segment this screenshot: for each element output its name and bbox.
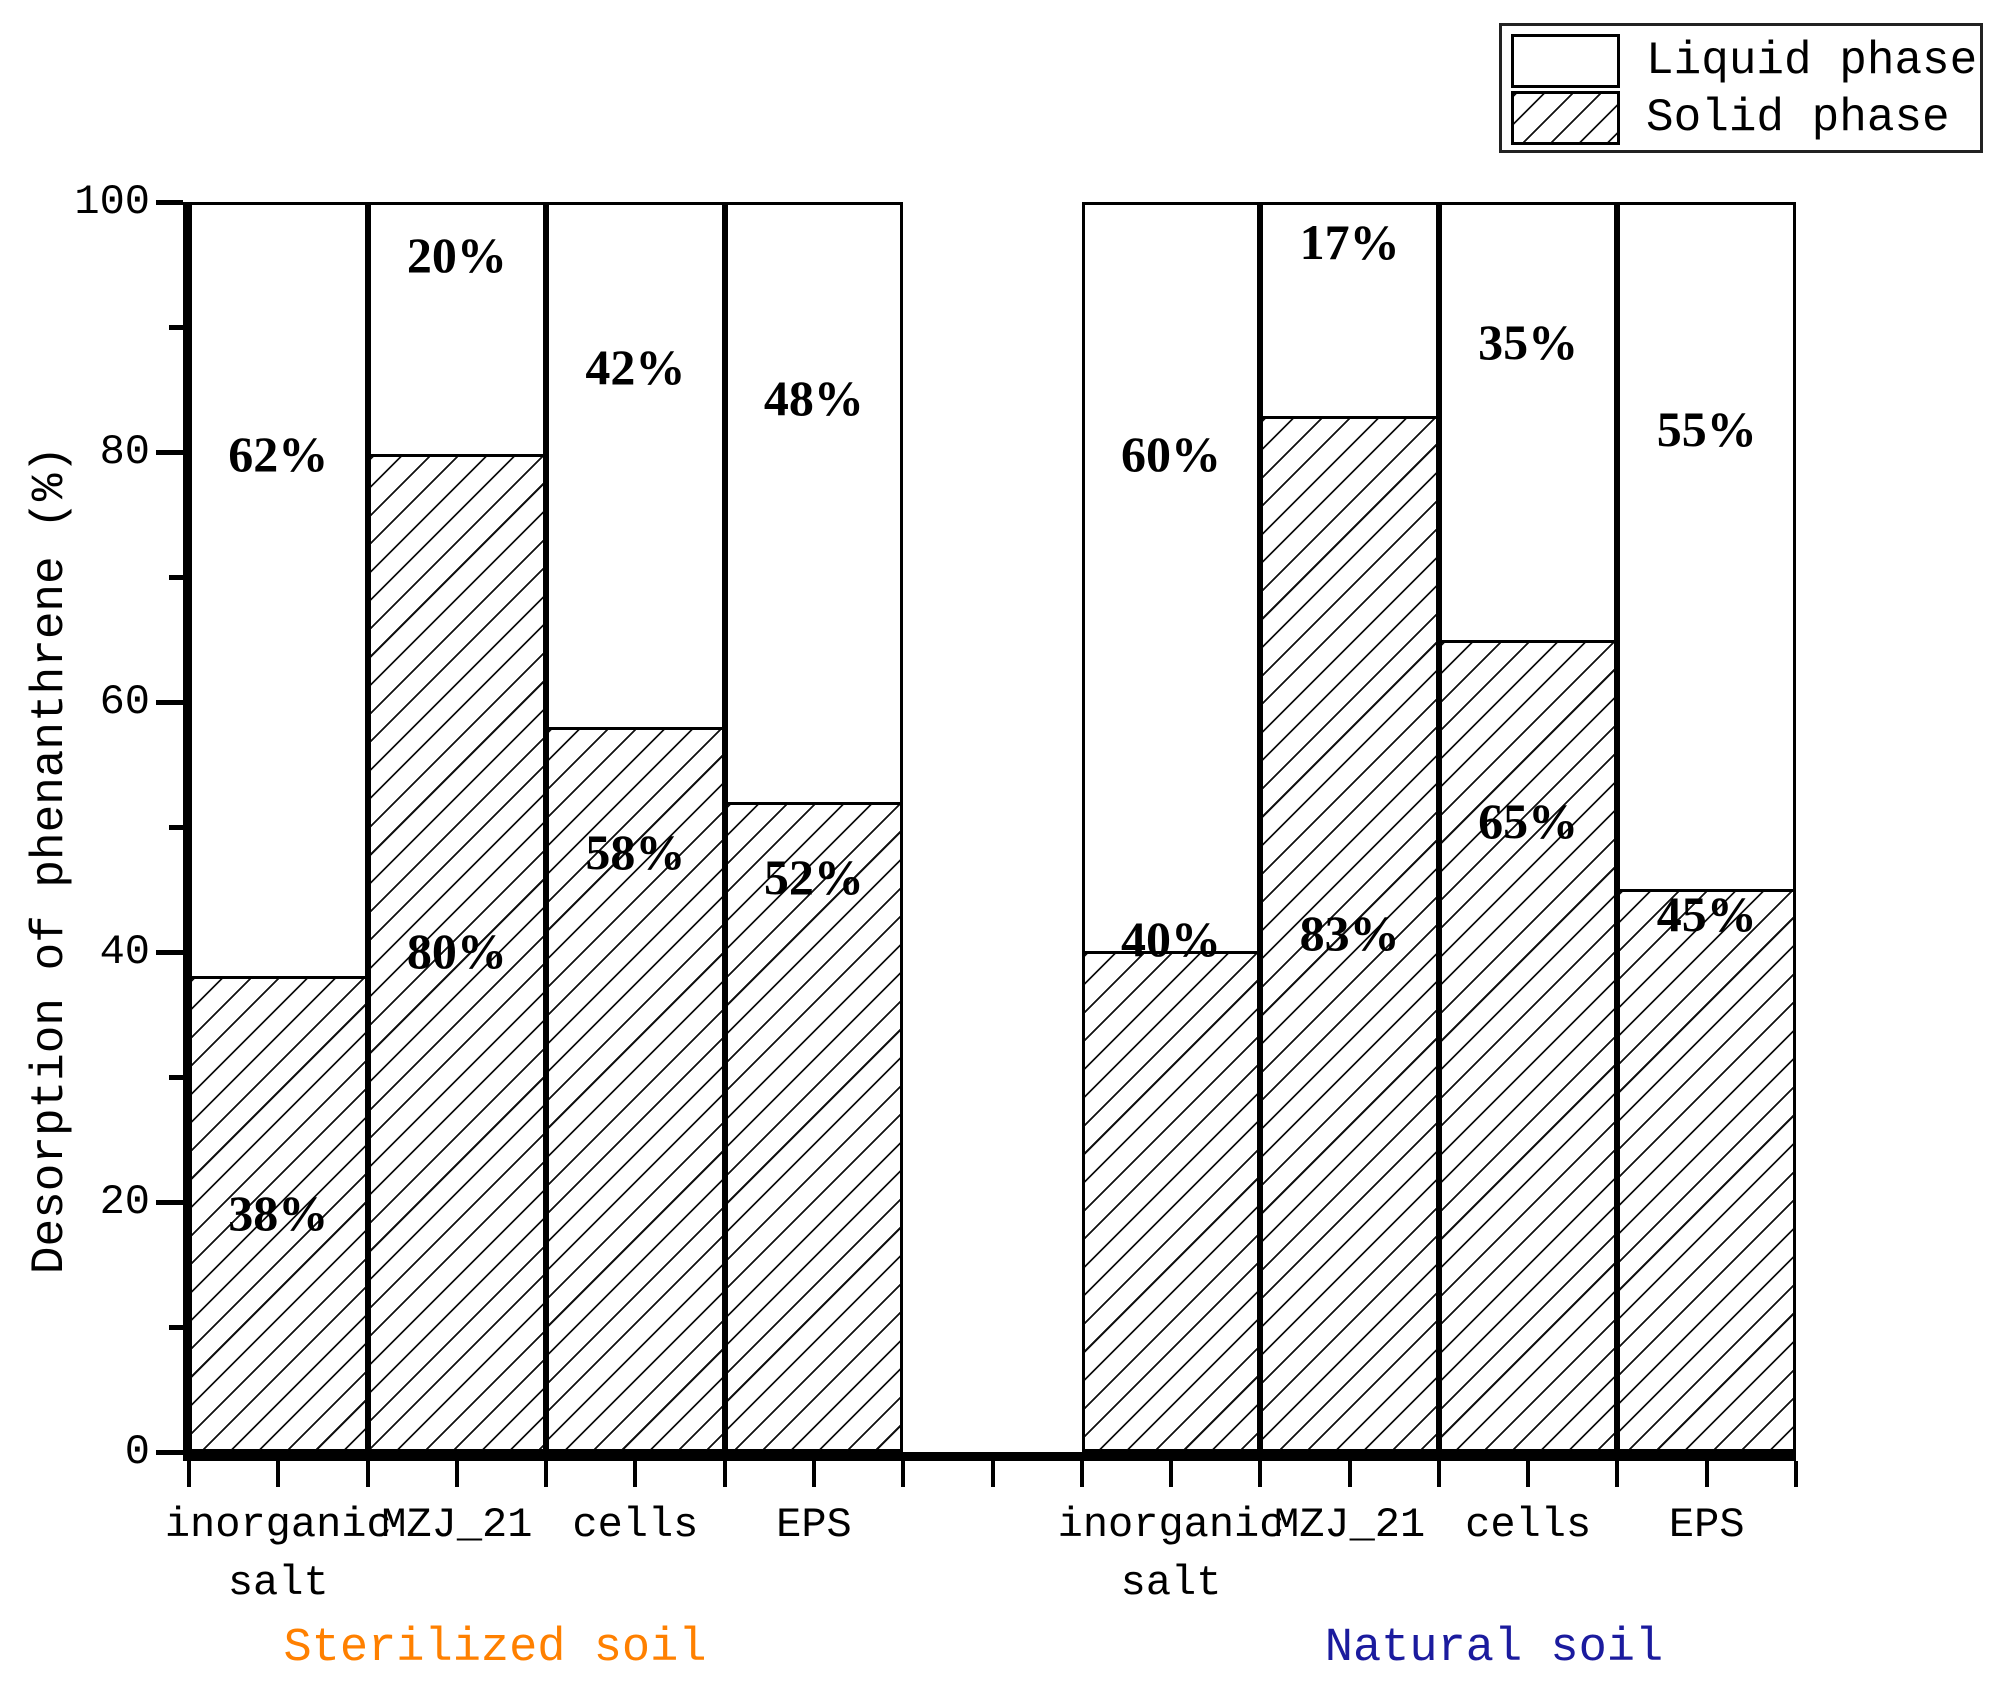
x-category-label-cells: cells	[572, 1501, 699, 1549]
liquid-phase-value-label: 17%	[1299, 214, 1400, 271]
group-title-natural-soil: Natural soil	[1324, 1622, 1664, 1675]
solid-phase-segment	[1263, 416, 1436, 1449]
y-axis-major-tick	[156, 699, 183, 705]
y-axis-tick-label: 40	[99, 928, 150, 976]
solid-phase-swatch-icon	[1511, 91, 1620, 145]
x-axis-tick	[365, 1461, 370, 1487]
x-category-label-MZJ_21: MZJ_21	[381, 1501, 533, 1549]
y-axis-tick-label: 60	[99, 678, 150, 726]
legend-box: Liquid phase Solid phase	[1499, 23, 1983, 153]
y-axis-tick-label: 0	[124, 1428, 150, 1476]
y-axis-major-tick	[156, 449, 183, 455]
solid-phase-segment	[727, 802, 901, 1449]
x-axis-tick	[187, 1461, 191, 1487]
solid-phase-value-label: 45%	[1656, 886, 1757, 943]
solid-phase-value-label: 40%	[1121, 910, 1222, 967]
x-axis-tick	[544, 1461, 549, 1487]
x-category-label-MZJ_21: MZJ_21	[1273, 1501, 1426, 1549]
solid-phase-value-label: 52%	[763, 848, 864, 905]
solid-phase-segment	[549, 727, 722, 1449]
y-axis-major-tick	[156, 199, 183, 205]
solid-phase-value-label: 80%	[406, 923, 507, 980]
legend-item-liquid-phase: Liquid phase	[1511, 34, 1977, 88]
x-axis-tick	[1258, 1461, 1263, 1487]
bar-natural-soil-cells: 35% 65%	[1438, 202, 1618, 1452]
legend-label: Liquid phase	[1646, 35, 1978, 87]
y-axis-title: Desorption of phenanthrene (%)	[24, 445, 76, 1275]
x-axis-tick	[990, 1461, 995, 1487]
x-axis-tick	[1526, 1461, 1531, 1487]
solid-phase-value-label: 65%	[1478, 792, 1579, 849]
y-axis-minor-tick	[169, 824, 183, 830]
y-axis-tick-label: 80	[99, 428, 150, 476]
x-category-label-inorganic: inorganic salt	[164, 1501, 392, 1607]
y-axis-tick-label: 20	[99, 1178, 150, 1226]
liquid-phase-swatch-icon	[1511, 34, 1620, 88]
y-axis-major-tick	[156, 1449, 183, 1455]
x-axis-tick	[454, 1461, 459, 1487]
x-axis-tick	[901, 1461, 906, 1487]
liquid-phase-value-label: 48%	[763, 369, 864, 426]
liquid-phase-value-label: 62%	[228, 425, 329, 482]
liquid-phase-value-label: 60%	[1121, 425, 1222, 482]
x-axis-tick	[276, 1461, 281, 1487]
solid-phase-value-label: 58%	[585, 823, 686, 880]
x-category-label-EPS: EPS	[776, 1501, 852, 1549]
bar-natural-soil-mzj_21: 17% 83%	[1260, 202, 1439, 1452]
solid-phase-segment	[1084, 951, 1258, 1449]
liquid-phase-value-label: 42%	[585, 338, 686, 395]
solid-phase-segment	[192, 976, 365, 1449]
legend-item-solid-phase: Solid phase	[1511, 91, 1950, 145]
bar-sterilized-soil-eps: 48% 52%	[724, 202, 904, 1452]
liquid-phase-value-label: 20%	[406, 226, 507, 283]
x-axis-tick	[1794, 1461, 1798, 1487]
y-axis-major-tick	[156, 1199, 183, 1205]
solid-phase-segment	[370, 453, 544, 1449]
y-axis-minor-tick	[169, 1324, 183, 1330]
x-category-label-EPS: EPS	[1668, 1501, 1745, 1549]
solid-phase-segment	[1620, 889, 1793, 1449]
bar-sterilized-soil-mzj_21: 20% 80%	[367, 202, 547, 1452]
x-axis-tick	[1079, 1461, 1084, 1487]
bar-sterilized-soil-inorganic-salt: 62% 38%	[189, 202, 368, 1452]
x-category-label-inorganic: inorganic salt	[1057, 1501, 1285, 1607]
x-category-label-cells: cells	[1465, 1501, 1592, 1549]
solid-phase-value-label: 83%	[1299, 904, 1400, 961]
bar-sterilized-soil-cells: 42% 58%	[546, 202, 725, 1452]
bar-natural-soil-inorganic-salt: 60% 40%	[1081, 202, 1261, 1452]
group-title-sterilized-soil: Sterilized soil	[283, 1622, 707, 1675]
x-axis-tick	[1347, 1461, 1352, 1487]
x-axis-tick	[1436, 1461, 1441, 1487]
solid-phase-segment	[1441, 640, 1615, 1449]
y-axis-minor-tick	[169, 324, 183, 330]
x-axis-tick	[811, 1461, 816, 1487]
y-axis-major-tick	[156, 949, 183, 955]
bar-natural-soil-eps: 55% 45%	[1617, 202, 1796, 1452]
y-axis-minor-tick	[169, 1074, 183, 1080]
x-axis-tick	[633, 1461, 638, 1487]
x-axis-tick	[722, 1461, 727, 1487]
y-axis-tick-label: 100	[74, 178, 150, 226]
liquid-phase-value-label: 55%	[1656, 400, 1757, 457]
liquid-phase-value-label: 35%	[1478, 313, 1579, 370]
x-axis-tick	[1615, 1461, 1620, 1487]
y-axis-minor-tick	[169, 574, 183, 580]
plot-area: 62% 38% inorganic salt 20% 80% MZJ_21 42% 58% ce…	[74, 178, 1798, 1607]
solid-phase-value-label: 38%	[228, 1184, 329, 1241]
x-axis-tick	[1704, 1461, 1709, 1487]
legend-label: Solid phase	[1646, 92, 1950, 144]
x-axis-tick	[1169, 1461, 1174, 1487]
